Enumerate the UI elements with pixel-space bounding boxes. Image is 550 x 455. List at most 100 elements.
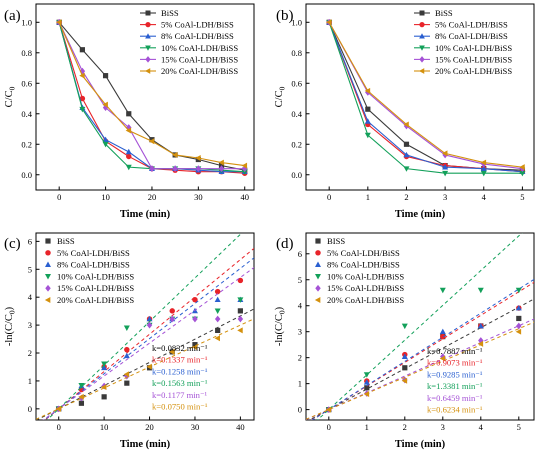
data-point [365,106,371,112]
data-point [519,170,526,177]
data-point [55,405,62,412]
data-point [79,106,86,113]
legend-marker [315,274,321,280]
legend-label: 8% CoAl-LDH/BiSS [327,260,400,270]
legend-marker [145,56,151,63]
legend-marker [44,297,51,303]
data-point [214,315,221,323]
legend-marker [45,261,51,267]
x-axis-title: Time (min) [120,439,171,450]
y-tick-label: 1.0 [21,17,32,27]
legend-label: 10% CoAl-LDH/BiSS [161,43,238,53]
data-point [403,166,410,172]
y-tick-label: 0.0 [21,170,32,180]
data-point [126,153,132,160]
legend-label: 20% CoAl-LDH/BiSS [161,66,238,76]
legend-marker [145,21,151,28]
data-point [442,164,449,170]
legend-label: 10% CoAl-LDH/BiSS [57,271,134,281]
data-point [79,47,85,53]
data-point [364,385,370,391]
data-point [172,165,178,173]
legend-marker [419,21,425,28]
legend: BISS 5% CoAl-LDH/BiSS 8% CoAl-LDH/BiSS10% … [314,236,404,305]
panel-label: (c) [4,236,21,252]
rate-constant-label: k=0.1337 min⁻¹ [152,355,208,365]
panel-a: (a) 0 10 20 30 40 0.0 0.2 0.4 0.6 0.8 1.0 Time (min)… [4,3,255,220]
y-tick-label: 5 [298,275,302,285]
y-tick-label: 3 [28,320,32,330]
data-point [123,325,130,332]
data-point [148,138,155,145]
data-point [102,141,109,148]
data-point [169,308,175,314]
data-point [215,327,221,334]
legend-marker [145,33,151,39]
y-tick-label: 6 [298,249,302,259]
y-tick-label: 1.0 [291,17,302,27]
legend-marker [45,250,51,256]
data-point [101,394,107,400]
y-tick-label: 5 [28,264,32,274]
data-point [214,308,221,314]
fit-line-biss [308,298,534,420]
data-point [363,372,370,378]
y-axis-title: C/C0 [4,86,17,107]
rate-constants: k=0.7887 min⁻¹ k=0.9073 min⁻¹k=0.9285 min… [427,346,483,415]
rate-constant-label: k=0.1258 min⁻¹ [152,366,208,376]
data-point [78,383,85,389]
y-tick-label: 2 [28,348,32,358]
fit-line-20-coal-ldh-biss [36,318,254,420]
legend-label: 5% CoAl-LDH/BiSS [435,20,508,30]
series-20-coal-ldh-biss [56,19,248,169]
data-point [516,322,522,330]
series-line-10-coal-ldh-biss [328,22,523,174]
data-point [241,165,248,173]
data-point [439,328,446,335]
data-point [146,315,153,322]
fit-line-5-coal-ldh-biss [311,281,534,420]
data-point [363,391,370,398]
series-line-8-coal-ldh-biss [328,22,523,173]
fit-line-10-coal-ldh-biss [46,233,243,420]
data-point [218,165,225,173]
x-tick-label: 10 [100,422,109,432]
data-point [478,337,484,344]
data-point [480,159,487,166]
data-point [237,315,244,323]
x-tick-label: 2 [404,192,408,202]
data-point [480,165,487,171]
legend-marker [145,45,151,51]
data-point [124,346,130,353]
legend-marker [314,297,321,303]
x-tick-label: 1 [366,192,370,202]
y-tick-label: 0.4 [291,109,302,119]
series-biss [308,298,534,420]
x-tick-label: 2 [403,422,407,432]
x-tick-label: 10 [101,192,110,202]
panel-d: (d) 0 1 2 3 4 5 0 1 2 3 4 5 6 Time (min) -ln(C/C0) BISS 5… [274,232,535,450]
data-point [214,296,221,303]
fit-line-15-coal-ldh-biss [42,267,254,420]
legend-marker [419,10,425,16]
data-point [237,277,244,284]
panel-label: (b) [276,8,294,24]
data-point [326,19,332,26]
legend-label: BiSS [161,8,179,18]
y-tick-label: 1 [28,376,32,386]
y-tick-label: 0.6 [291,78,302,88]
data-point [516,315,522,322]
legend-label: 20% CoAl-LDH/BiSS [327,295,404,305]
plot-frame [305,232,535,421]
data-point [403,151,410,158]
data-point [149,165,155,173]
data-point [191,344,198,351]
data-point [237,308,243,314]
legend-marker [315,238,321,244]
x-tick-label: 5 [520,192,524,202]
data-point [102,101,108,108]
y-tick-label: 3 [298,327,302,337]
